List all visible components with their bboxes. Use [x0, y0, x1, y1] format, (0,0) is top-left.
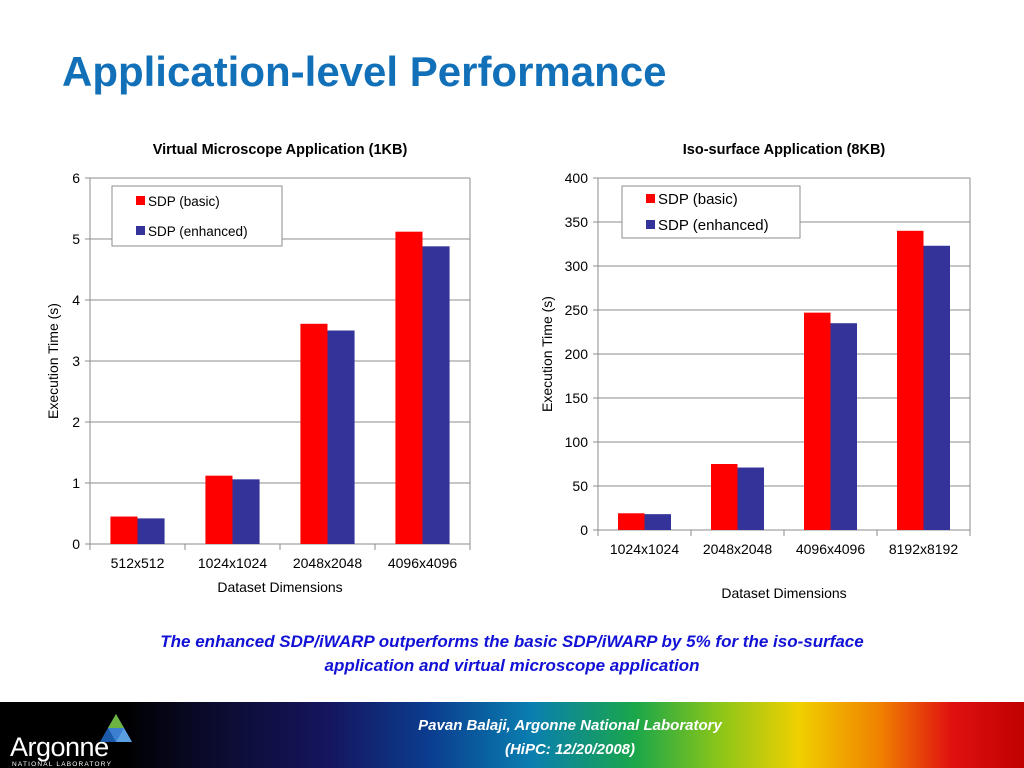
chart-title: Virtual Microscope Application (1KB) — [153, 142, 408, 158]
caption-line-1: The enhanced SDP/iWARP outperforms the b… — [160, 632, 864, 651]
x-tick-label: 4096x4096 — [796, 541, 866, 557]
bar-enhanced — [137, 518, 165, 544]
chart-iso-surface: Iso-surface Application (8KB) 0 50 100 150 20… — [520, 130, 990, 615]
y-tick-label: 6 — [72, 170, 80, 186]
y-tick-label: 400 — [565, 170, 589, 186]
bar-basic — [205, 475, 233, 544]
y-tick-label: 0 — [72, 536, 80, 552]
bar-basic — [896, 230, 924, 531]
y-tick-label: 150 — [565, 390, 589, 406]
bar-enhanced — [830, 323, 858, 530]
bar-basic — [395, 231, 423, 544]
x-tick-label: 2048x2048 — [703, 541, 773, 557]
legend-label: SDP (basic) — [658, 191, 738, 208]
x-tick-label: 2048x2048 — [293, 555, 363, 571]
bar-enhanced — [737, 467, 765, 530]
argonne-logo: Argonne NATIONAL LABORATORY — [10, 710, 135, 768]
logo-name: Argonne — [10, 732, 109, 762]
y-tick-label: 0 — [580, 522, 588, 538]
bar-basic — [617, 513, 645, 530]
argonne-triangle-icon — [100, 714, 132, 742]
y-tick-label: 50 — [572, 478, 588, 494]
y-tick-label: 4 — [72, 292, 80, 308]
footer-line-1: Pavan Balaji, Argonne National Laborator… — [418, 717, 722, 734]
y-tick-label: 350 — [565, 214, 589, 230]
slide-title: Application-level Performance — [62, 48, 667, 95]
y-tick-label: 250 — [565, 302, 589, 318]
legend-label: SDP (enhanced) — [148, 224, 248, 239]
y-tick-label: 1 — [72, 475, 80, 491]
bar-basic — [803, 312, 831, 530]
legend-label: SDP (basic) — [148, 194, 220, 209]
x-tick-label: 512x512 — [111, 555, 165, 571]
bar-enhanced — [644, 514, 672, 530]
bar-enhanced — [327, 330, 355, 544]
chart-virtual-microscope: Virtual Microscope Application (1KB) 0 1 2 3… — [40, 130, 500, 615]
x-tick-label: 4096x4096 — [388, 555, 458, 571]
x-tick-label: 8192x8192 — [889, 541, 959, 557]
x-axis-label: Dataset Dimensions — [721, 585, 846, 601]
footer-bar: Argonne NATIONAL LABORATORY Pavan Balaji… — [0, 702, 1024, 768]
bar-enhanced — [923, 245, 951, 530]
legend-box — [111, 185, 283, 247]
y-axis-label: Execution Time (s) — [539, 296, 555, 412]
caption-line-2: application and virtual microscope appli… — [324, 656, 700, 675]
footer-text: Pavan Balaji, Argonne National Laborator… — [330, 714, 810, 762]
y-tick-label: 300 — [565, 258, 589, 274]
y-tick-label: 3 — [72, 353, 80, 369]
chart-iso-surface-svg: Iso-surface Application (8KB) 0 50 100 150 20… — [539, 142, 971, 601]
x-axis-label: Dataset Dimensions — [217, 579, 342, 595]
y-tick-label: 100 — [565, 434, 589, 450]
y-axis-label: Execution Time (s) — [45, 303, 61, 419]
legend-swatch — [646, 194, 655, 203]
chart-title: Iso-surface Application (8KB) — [683, 142, 886, 158]
bar-enhanced — [232, 479, 260, 544]
x-tick-label: 1024x1024 — [198, 555, 268, 571]
logo-subtitle: NATIONAL LABORATORY — [12, 761, 113, 768]
legend-swatch — [136, 226, 145, 235]
y-tick-label: 200 — [565, 346, 589, 362]
chart-virtual-microscope-svg: Virtual Microscope Application (1KB) 0 1 2 3… — [45, 142, 471, 595]
y-tick-label: 2 — [72, 414, 80, 430]
footer-line-2: (HiPC: 12/20/2008) — [504, 741, 636, 758]
legend-swatch — [646, 220, 655, 229]
bar-basic — [110, 516, 138, 544]
bar-basic — [710, 464, 738, 530]
bar-enhanced — [422, 246, 450, 544]
legend-label: SDP (enhanced) — [658, 217, 769, 234]
legend-swatch — [136, 196, 145, 205]
caption: The enhanced SDP/iWARP outperforms the b… — [60, 630, 964, 678]
y-tick-label: 5 — [72, 231, 80, 247]
x-tick-label: 1024x1024 — [610, 541, 680, 557]
bar-basic — [300, 323, 328, 544]
